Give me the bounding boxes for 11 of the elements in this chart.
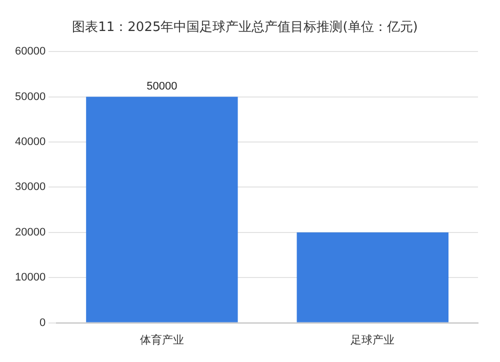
y-tick-label: 40000 — [14, 136, 46, 148]
y-tick-label: 50000 — [14, 90, 46, 103]
y-tick-label: 30000 — [14, 181, 46, 194]
x-tick-label: 体育产业 — [140, 333, 184, 346]
y-tick-label: 20000 — [14, 226, 46, 238]
y-tick-label: 10000 — [14, 272, 46, 284]
y-tick-label: 60000 — [14, 46, 46, 58]
chart-title: 图表11：2025年中国足球产业总产值目标推测(单位：亿元) — [72, 20, 418, 36]
y-tick-label: 0 — [39, 316, 46, 329]
x-tick-label: 足球产业 — [350, 333, 395, 346]
data-label: 50000 — [146, 80, 178, 92]
